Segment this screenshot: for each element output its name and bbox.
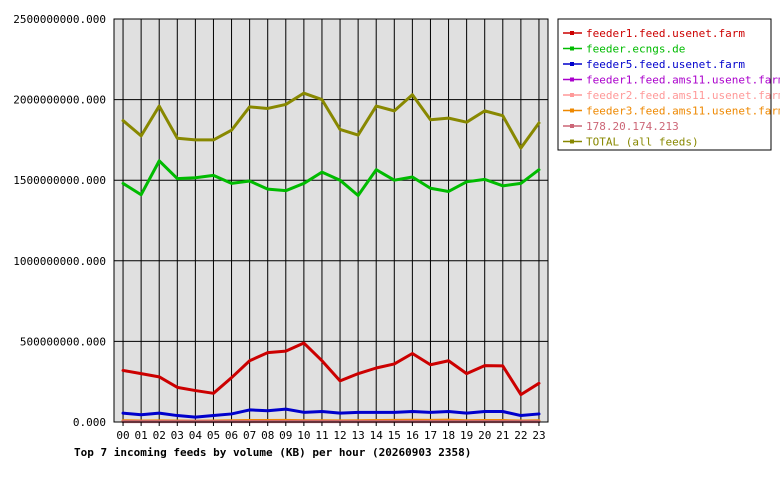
legend-entry: feeder1.feed.ams11.usenet.farm [563,74,780,87]
x-tick-label: 01 [135,429,148,442]
x-tick-label: 09 [279,429,292,442]
y-tick-label: 1500000000.000 [13,174,106,187]
legend-label: feeder2.feed.ams11.usenet.farm [586,89,780,102]
legend-marker [570,62,574,66]
legend-label: 178.20.174.213 [586,120,679,133]
legend: feeder1.feed.usenet.farm feeder.ecngs.de f… [557,18,780,151]
x-tick-label: 16 [406,429,419,442]
legend-entry: feeder2.feed.ams11.usenet.farm [563,89,780,102]
legend-marker [570,46,574,51]
x-tick-label: 13 [352,429,365,442]
legend-entry: feeder3.feed.ams11.usenet.farm [563,105,780,118]
plot-background [114,19,548,422]
legend-box [557,18,772,151]
legend-label: feeder.ecngs.de [586,43,685,56]
x-tick-label: 23 [532,429,545,442]
x-tick-label: 02 [153,429,166,442]
y-tick-label: 1000000000.000 [13,255,106,268]
legend-entry: TOTAL (all feeds) [563,136,699,149]
x-tick-label: 19 [460,429,473,442]
series-line-7 [121,91,541,150]
legend-marker [570,139,574,144]
x-tick-label: 12 [333,429,346,442]
x-tick-label: 11 [315,429,328,442]
legend-entry: feeder.ecngs.de [563,43,685,56]
legend-marker [570,108,574,113]
x-tick-label: 03 [171,429,184,442]
legend-label: TOTAL (all feeds) [586,136,699,149]
x-tick-label: 10 [297,429,310,442]
legend-label: feeder5.feed.usenet.farm [586,58,745,71]
x-tick-label: 18 [442,429,455,442]
legend-marker [570,124,574,128]
y-tick-label: 2000000000.000 [13,94,106,107]
legend-label: feeder1.feed.ams11.usenet.farm [586,74,780,87]
x-axis-ticks: 00 01 02 03 04 05 06 07 08 09 10 11 12 13 14 15 16 17 18 19… [116,422,546,442]
plot-frame [113,18,549,423]
series-line-2 [121,407,541,419]
x-tick-label: 21 [496,429,509,442]
series-line-0 [121,341,541,397]
x-tick-label: 08 [261,429,274,442]
x-tick-label: 22 [514,429,527,442]
x-tick-label: 17 [424,429,437,442]
legend-entry: feeder1.feed.usenet.farm [563,27,745,40]
x-tick-label: 15 [388,429,401,442]
legend-entry: 178.20.174.213 [563,120,679,133]
x-tick-label: 20 [478,429,491,442]
y-tick-label: 0.000 [73,416,106,429]
y-axis-ticks: 0.000 500000000.000 1000000000.000 15000000… [13,13,106,429]
x-tick-label: 14 [370,429,384,442]
x-tick-label: 05 [207,429,220,442]
x-tick-label: 04 [189,429,203,442]
x-tick-label: 06 [225,429,238,442]
chart-title: Top 7 incoming feeds by volume (KB) per … [74,446,471,459]
y-tick-label: 2500000000.000 [13,13,106,26]
legend-entry: feeder5.feed.usenet.farm [563,58,745,71]
legend-marker [570,77,574,82]
x-tick-label: 07 [243,429,256,442]
legend-label: feeder1.feed.usenet.farm [586,27,745,40]
legend-marker [570,31,574,35]
x-tick-label: 00 [116,429,129,442]
legend-label: feeder3.feed.ams11.usenet.farm [586,105,780,118]
legend-marker [570,93,574,97]
series-line-1 [121,159,541,198]
y-tick-label: 500000000.000 [20,335,106,348]
